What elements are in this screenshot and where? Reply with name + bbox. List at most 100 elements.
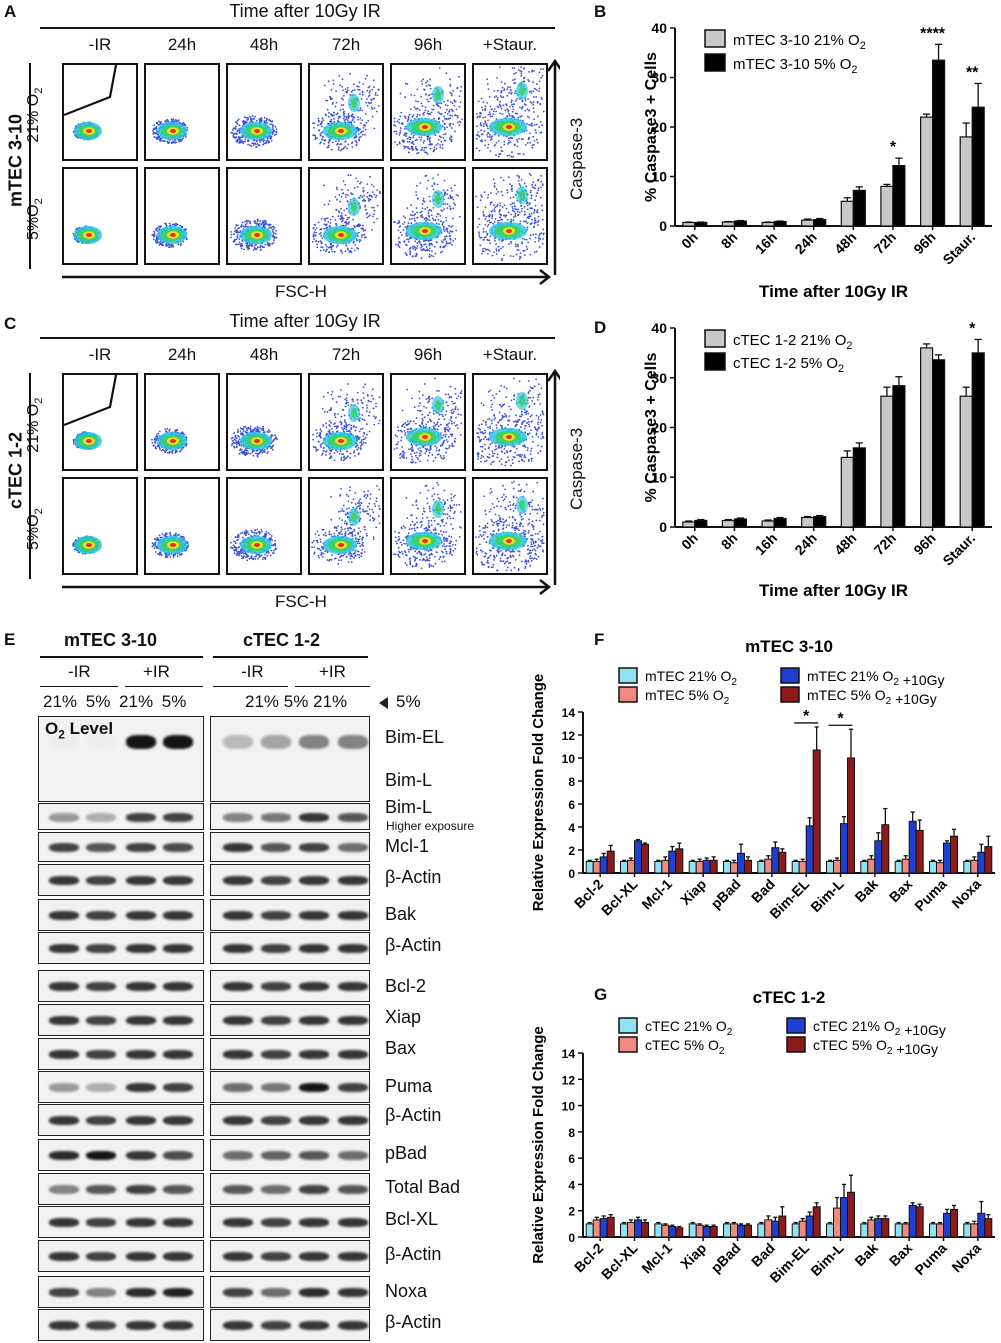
facs-plot [472,373,548,471]
legend-label: mTEC 21% O2 +10Gy [807,668,945,688]
blot-band [261,1116,291,1125]
blot-band [261,1050,291,1059]
blot-band [223,1185,253,1194]
bar [801,219,815,227]
legend-swatch [704,329,726,348]
blot-band [126,1083,156,1092]
flow-c-col-header: 24h [167,345,197,364]
blot-band [163,1321,193,1330]
facs-plot [472,477,548,575]
facs-plot [226,63,302,161]
facs-plot [62,477,138,575]
blot-band [223,944,253,953]
blot-band [299,1151,329,1160]
flow-a-col-header: 72h [331,35,361,54]
legend-swatch [618,1036,638,1053]
x-tick-label: 48h [831,229,859,257]
blot-strip [210,1173,370,1205]
bar [620,1223,628,1238]
x-tick-label: 0h [678,229,701,252]
blot-band [126,735,156,749]
bar [805,825,814,874]
bar [874,1218,883,1238]
significance-label: * [837,710,844,727]
panel-label-c: C [4,314,17,333]
bar [721,519,736,528]
blot-label: β-Actin [385,1105,442,1125]
bar [592,861,601,874]
flow-a-title-line [40,27,555,29]
blot-strip [210,803,370,830]
bar [682,221,696,227]
blot-band [299,1218,329,1227]
bar [833,1207,841,1238]
bar [730,862,738,874]
bar [771,1220,780,1238]
bar [730,1223,738,1238]
bar [592,1219,601,1238]
x-tick-label: Bax [886,1240,916,1270]
blot-band [49,1016,79,1025]
blot-label: Bcl-2 [385,976,427,996]
legend-swatch [618,1017,638,1034]
bar [721,221,736,227]
y-tick-label: 4 [568,1178,575,1192]
blot-band [163,1050,193,1059]
x-tick-label: Puma [911,876,949,914]
blot-band [49,982,79,991]
bar [929,1223,937,1238]
flow-c-col-header: -IR [88,345,112,364]
x-tick-label: 72h [871,229,899,257]
blot-band [86,1016,116,1025]
blot-band [338,812,368,822]
facs-plot [390,477,466,575]
bar [801,516,815,528]
bar [771,847,780,874]
facs-plot [390,373,466,471]
x-tick-label: 96h [910,530,938,558]
blot-band [49,812,79,822]
blot-strip [210,970,370,1002]
blot-band [338,1151,368,1160]
bar [932,359,946,528]
x-tick-label: Bim-L [807,875,847,915]
x-tick-label: Mcl-1 [638,1240,675,1277]
flow-a-row-bracket [29,63,31,269]
blot-band [86,1252,116,1261]
blot-band [126,1321,156,1330]
y-axis-label: Relative Expression Fold Change [530,1026,547,1264]
x-tick-label: 72h [871,530,899,558]
bar [585,861,594,874]
bar [867,858,876,874]
blot-band [163,1185,193,1194]
bar [688,1223,697,1238]
bar [908,820,917,874]
blot-band [338,911,368,920]
bar [826,1223,834,1238]
x-tick-label: 8h [718,530,741,553]
bar [805,1215,814,1238]
blot-band [86,911,116,920]
blot-strip [38,1104,204,1136]
blot-label: Bak [385,904,417,924]
blot-band [126,876,156,885]
bar [984,846,993,874]
bar [840,823,848,874]
bar [723,1223,731,1238]
facs-plot [144,63,220,161]
bar [959,136,973,227]
blot-band [261,1083,291,1092]
bar [634,840,642,874]
blot-label: Bim-EL [385,727,445,747]
blot-band [126,911,156,920]
x-tick-label: Noxa [948,1240,984,1276]
bar [892,165,906,227]
blot-band [163,1218,193,1227]
y-tick-label: 40 [651,320,667,336]
blot-band [338,735,368,749]
blot-band [223,1151,253,1160]
legend-label: cTEC 21% O2 [645,1018,733,1038]
bar [778,851,787,874]
flow-c-x-label: FSC-H [275,592,327,611]
blot-band [338,982,368,991]
